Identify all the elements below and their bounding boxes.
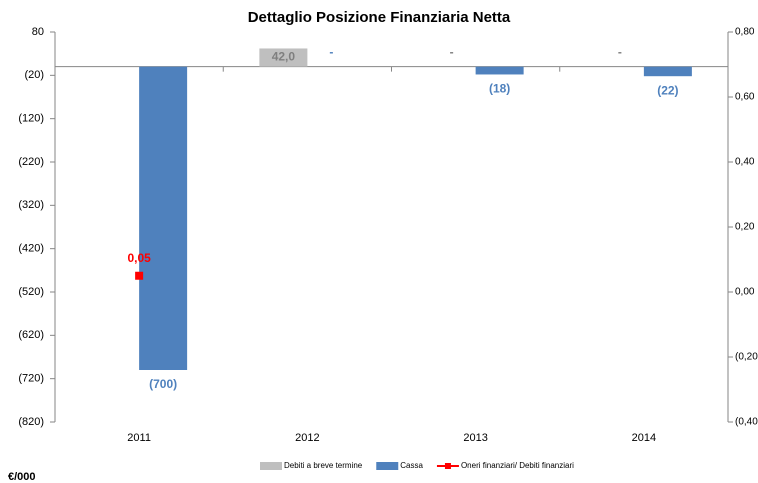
y2-tick-label: 0,00 [735, 287, 755, 298]
legend-swatch [444, 463, 451, 469]
unit-note: €/000 [8, 471, 36, 483]
y-tick-label: (720) [18, 373, 44, 385]
x-tick-label: 2013 [463, 432, 487, 444]
bar [643, 66, 692, 77]
y-tick-label: (120) [18, 113, 44, 125]
y2-tick-label: 0,40 [735, 157, 755, 168]
y-tick-label: (20) [24, 69, 44, 81]
data-label: (700) [149, 377, 177, 391]
data-label: (22) [657, 83, 678, 97]
y2-tick-label: 0,20 [735, 222, 755, 233]
legend-label: Oneri finanziari/ Debiti finanziari [461, 461, 574, 470]
legend-swatch [376, 462, 399, 470]
data-label: - [618, 45, 622, 59]
x-tick-label: 2011 [127, 432, 151, 444]
legend-label: Cassa [400, 461, 423, 470]
y-tick-label: (220) [18, 156, 44, 168]
y-tick-label: (620) [18, 329, 44, 341]
data-label: - [329, 45, 333, 59]
x-tick-label: 2014 [632, 432, 656, 444]
y-tick-label: (820) [18, 416, 44, 428]
bar [259, 48, 308, 67]
legend-label: Debiti a breve termine [284, 461, 363, 470]
y2-tick-label: 0,80 [735, 27, 755, 38]
line-marker [135, 271, 144, 280]
x-tick-label: 2012 [295, 432, 319, 444]
legend-swatch [260, 462, 282, 470]
data-label: (18) [489, 82, 510, 96]
chart-title: Dettaglio Posizione Finanziaria Netta [248, 9, 511, 26]
y-tick-label: (520) [18, 286, 44, 298]
y-tick-label: 80 [32, 26, 44, 38]
y-tick-label: (320) [18, 199, 44, 211]
y2-tick-label: 0,60 [735, 92, 755, 103]
y2-tick-label: (0,20 [735, 352, 758, 363]
data-label: 42,0 [272, 50, 296, 64]
data-label: 0,05 [127, 251, 151, 265]
y2-tick-label: (0,40 [735, 417, 758, 428]
data-label: - [450, 45, 454, 59]
bar [475, 66, 524, 75]
bar [139, 66, 188, 371]
y-tick-label: (420) [18, 243, 44, 255]
